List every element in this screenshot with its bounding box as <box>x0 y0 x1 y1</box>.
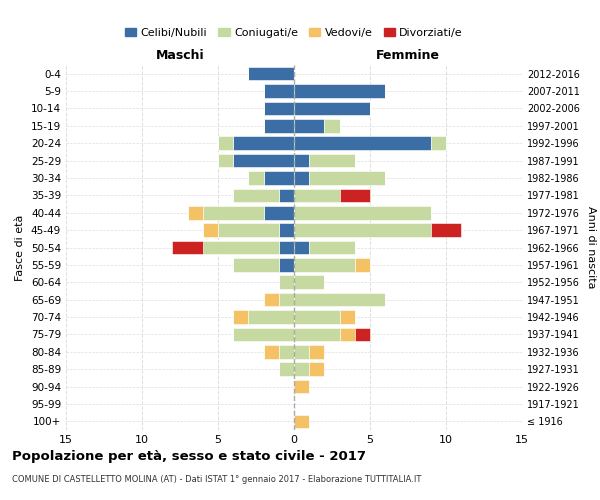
Text: Maschi: Maschi <box>155 48 205 62</box>
Bar <box>294 328 340 341</box>
Bar <box>340 310 355 324</box>
Bar <box>203 240 279 254</box>
Bar <box>218 154 233 168</box>
Bar <box>294 119 325 132</box>
Bar <box>431 136 446 150</box>
Bar <box>233 154 294 168</box>
Y-axis label: Fasce di età: Fasce di età <box>16 214 25 280</box>
Bar <box>294 345 309 358</box>
Bar <box>309 171 385 185</box>
Legend: Celibi/Nubili, Coniugati/e, Vedovi/e, Divorziati/e: Celibi/Nubili, Coniugati/e, Vedovi/e, Di… <box>121 23 467 42</box>
Bar <box>233 136 294 150</box>
Bar <box>294 293 385 306</box>
Bar <box>279 293 294 306</box>
Bar <box>172 240 203 254</box>
Bar <box>279 188 294 202</box>
Bar <box>233 258 279 272</box>
Bar <box>294 84 385 98</box>
Bar <box>294 102 370 115</box>
Bar <box>279 276 294 289</box>
Bar <box>431 224 461 237</box>
Bar <box>294 206 431 220</box>
Bar <box>294 240 309 254</box>
Text: Popolazione per età, sesso e stato civile - 2017: Popolazione per età, sesso e stato civil… <box>12 450 366 463</box>
Bar <box>233 188 279 202</box>
Bar <box>203 224 218 237</box>
Text: Femmine: Femmine <box>376 48 440 62</box>
Bar <box>294 310 340 324</box>
Bar <box>309 240 355 254</box>
Bar <box>218 224 279 237</box>
Bar <box>355 328 370 341</box>
Bar <box>294 380 309 394</box>
Bar <box>279 224 294 237</box>
Y-axis label: Anni di nascita: Anni di nascita <box>586 206 596 289</box>
Bar <box>279 258 294 272</box>
Bar <box>263 171 294 185</box>
Bar <box>218 136 233 150</box>
Bar <box>248 67 294 80</box>
Bar <box>355 258 370 272</box>
Bar <box>263 119 294 132</box>
Bar <box>263 102 294 115</box>
Bar <box>294 188 340 202</box>
Bar <box>294 258 355 272</box>
Bar <box>294 136 431 150</box>
Bar <box>248 171 263 185</box>
Text: COMUNE DI CASTELLETTO MOLINA (AT) - Dati ISTAT 1° gennaio 2017 - Elaborazione TU: COMUNE DI CASTELLETTO MOLINA (AT) - Dati… <box>12 475 421 484</box>
Bar <box>309 154 355 168</box>
Bar <box>263 345 279 358</box>
Bar <box>233 310 248 324</box>
Bar <box>203 206 263 220</box>
Bar <box>294 276 325 289</box>
Bar <box>263 206 294 220</box>
Bar <box>294 414 309 428</box>
Bar <box>294 362 309 376</box>
Bar <box>325 119 340 132</box>
Bar <box>263 293 279 306</box>
Bar <box>294 224 431 237</box>
Bar <box>279 362 294 376</box>
Bar <box>309 362 325 376</box>
Bar <box>340 328 355 341</box>
Bar <box>340 188 370 202</box>
Bar <box>248 310 294 324</box>
Bar <box>263 84 294 98</box>
Bar <box>294 154 309 168</box>
Bar <box>309 345 325 358</box>
Bar <box>233 328 294 341</box>
Bar <box>188 206 203 220</box>
Bar <box>294 171 309 185</box>
Bar <box>279 345 294 358</box>
Bar <box>279 240 294 254</box>
